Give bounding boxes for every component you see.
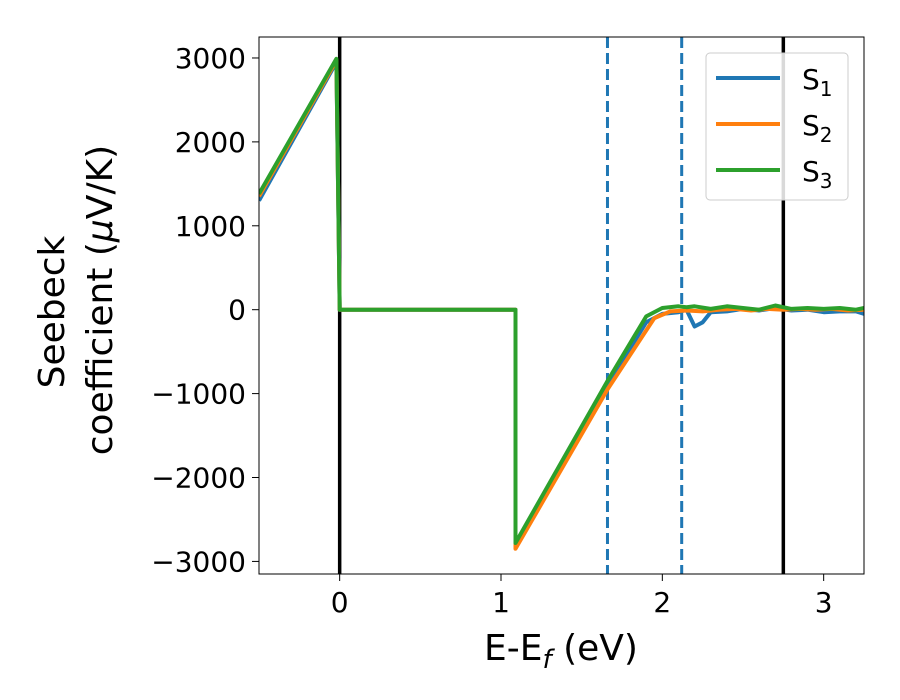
y-tick-label: 1000 (175, 210, 246, 243)
y-axis: 3000 2000 1000 0 −1000 −2000 −3000 (151, 42, 259, 578)
x-tick-label: 2 (653, 586, 671, 619)
y-tick-label: 2000 (175, 126, 246, 159)
y-tick-label: 3000 (175, 42, 246, 75)
y-axis-label-line2: coefficient (μV/K) (80, 145, 121, 455)
y-tick-label: −3000 (151, 545, 246, 578)
y-axis-label-line1: Seebeck (32, 235, 73, 388)
x-tick-label: 1 (492, 586, 510, 619)
legend-label-s1: S1 (802, 63, 833, 101)
y-tick-label: 0 (228, 294, 246, 327)
x-axis: 0 1 2 3 (331, 574, 833, 619)
x-tick-label: 3 (815, 586, 833, 619)
legend-box (705, 52, 849, 201)
legend: S1 S2 S3 (705, 52, 849, 201)
legend-label-s2: S2 (802, 109, 833, 147)
x-axis-label: E-Ef (eV) (484, 628, 638, 675)
series-lines (259, 56, 864, 551)
y-tick-label: −2000 (151, 462, 246, 495)
plot-frame (258, 36, 865, 575)
x-tick-label: 0 (331, 586, 349, 619)
legend-label-s3: S3 (802, 155, 833, 193)
y-tick-label: −1000 (151, 378, 246, 411)
series-line-s3 (259, 56, 864, 545)
